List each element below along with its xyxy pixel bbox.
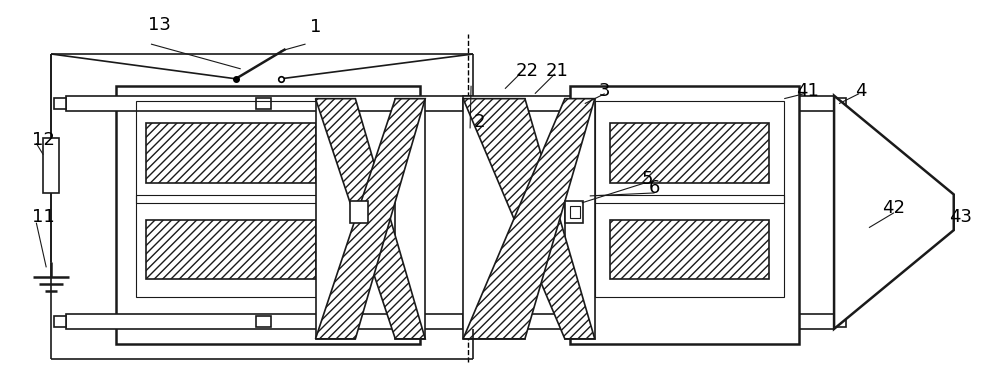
Bar bbox=[146, 220, 316, 279]
Text: 1: 1 bbox=[310, 18, 321, 36]
Text: 3: 3 bbox=[599, 82, 610, 100]
Polygon shape bbox=[316, 99, 425, 339]
Text: 4: 4 bbox=[855, 82, 867, 100]
Bar bbox=[565, 201, 583, 223]
Bar bbox=[316, 99, 355, 339]
Bar bbox=[256, 316, 271, 327]
Bar bbox=[395, 99, 425, 339]
Bar bbox=[54, 316, 66, 327]
Bar bbox=[463, 99, 525, 339]
Bar bbox=[66, 96, 473, 110]
Bar bbox=[54, 98, 66, 109]
Bar bbox=[146, 123, 316, 183]
Polygon shape bbox=[834, 96, 954, 329]
Bar bbox=[595, 100, 784, 203]
Text: 11: 11 bbox=[32, 208, 55, 226]
Bar bbox=[570, 86, 799, 344]
Bar bbox=[256, 98, 271, 109]
Text: 42: 42 bbox=[882, 199, 905, 217]
Text: 21: 21 bbox=[545, 62, 568, 80]
Polygon shape bbox=[316, 99, 425, 339]
Bar bbox=[834, 316, 846, 327]
Bar bbox=[610, 123, 769, 183]
Bar bbox=[136, 100, 330, 203]
Text: 5: 5 bbox=[642, 170, 653, 188]
Bar bbox=[565, 99, 595, 339]
Text: 41: 41 bbox=[796, 82, 819, 100]
Bar bbox=[136, 195, 330, 297]
Bar bbox=[350, 201, 368, 223]
Text: 6: 6 bbox=[649, 178, 660, 197]
Text: 12: 12 bbox=[32, 131, 55, 149]
Bar bbox=[570, 206, 580, 218]
Bar bbox=[834, 98, 846, 109]
Text: 43: 43 bbox=[949, 208, 972, 226]
Bar bbox=[66, 314, 473, 329]
Bar bbox=[43, 138, 59, 193]
Bar bbox=[595, 195, 784, 297]
Bar bbox=[463, 96, 834, 110]
Polygon shape bbox=[463, 99, 595, 339]
Bar bbox=[463, 314, 834, 329]
Bar bbox=[610, 220, 769, 279]
Bar bbox=[116, 86, 420, 344]
Text: 13: 13 bbox=[148, 16, 170, 34]
Polygon shape bbox=[463, 99, 595, 339]
Text: 2: 2 bbox=[473, 113, 485, 131]
Text: 22: 22 bbox=[515, 62, 538, 80]
